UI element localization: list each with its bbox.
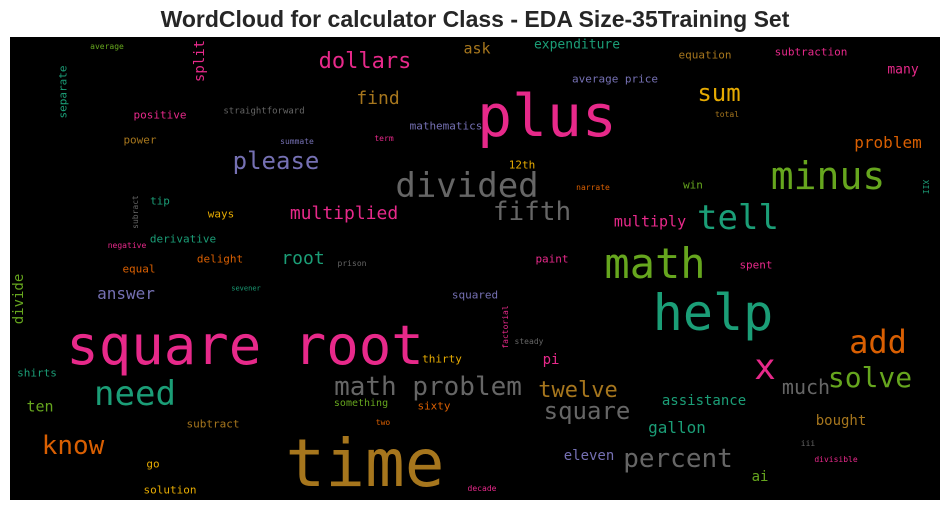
word-divisible: divisible <box>814 455 858 464</box>
word-root: root <box>281 248 325 269</box>
word-thirty: thirty <box>422 352 462 366</box>
word-minus: minus <box>770 154 886 198</box>
wordcloud-canvas: square root time plus help math divided minus m… <box>10 37 940 500</box>
word-steady: steady <box>514 337 544 346</box>
word-average: average <box>90 42 124 51</box>
word-positive: positive <box>133 108 187 122</box>
word-divide: divide <box>11 273 27 325</box>
word-twelve: twelve <box>538 378 618 403</box>
word-much: much <box>781 375 831 399</box>
word-power: power <box>123 133 157 147</box>
word-fifth: fifth <box>492 197 572 227</box>
word-negative: negative <box>107 241 147 250</box>
word-derivative: derivative <box>149 232 217 246</box>
word-delight: delight <box>196 252 244 266</box>
word-math-problem: math problem <box>334 372 522 402</box>
word-separate: separate <box>56 65 70 119</box>
word-solution: solution <box>143 483 197 497</box>
word-equal: equal <box>122 262 156 276</box>
word-tell: tell <box>697 198 779 238</box>
word-assistance: assistance <box>661 393 747 409</box>
word-shirts: shirts <box>17 366 57 380</box>
word-ten: ten <box>26 397 54 416</box>
word-something: something <box>333 398 389 409</box>
word-solve: solve <box>827 361 913 394</box>
word-xii: XII <box>921 179 930 195</box>
word-percent: percent <box>623 444 733 474</box>
word-subract: subract <box>131 195 140 229</box>
word-split: split <box>192 39 208 83</box>
word-term: term <box>374 134 394 143</box>
word-total: total <box>714 110 740 119</box>
word-know: know <box>41 431 105 461</box>
word-12th: 12th <box>508 158 536 172</box>
word-sixty: sixty <box>417 399 451 413</box>
word-problem: problem <box>854 133 922 152</box>
word-plus: plus <box>477 82 617 150</box>
word-time: time <box>285 425 445 500</box>
word-ways: ways <box>207 207 235 221</box>
word-gallon: gallon <box>648 418 706 437</box>
word-go: go <box>146 457 160 471</box>
word-decade: decade <box>467 484 497 493</box>
word-bought: bought <box>815 413 867 429</box>
word-mathematics: mathematics <box>409 119 483 133</box>
word-square: square <box>543 397 631 425</box>
word-spent: spent <box>739 258 773 272</box>
word-two: two <box>375 418 391 427</box>
word-narrate: narrate <box>576 183 610 192</box>
word-ai: ai <box>751 469 769 485</box>
word-need: need <box>94 374 176 414</box>
word-subtract: subtract <box>186 417 240 431</box>
chart-title: WordCloud for calculator Class - EDA Siz… <box>160 6 790 32</box>
word-iii: iii <box>800 439 816 448</box>
word-squared: squared <box>451 288 499 302</box>
word-win: win <box>683 178 703 192</box>
word-please: please <box>232 147 320 175</box>
word-tip: tip <box>150 194 170 208</box>
word-prison: prison <box>337 259 367 268</box>
word-average-price: average price <box>571 72 659 86</box>
word-square-root: square root <box>66 314 424 377</box>
word-pi: pi <box>542 352 560 368</box>
word-sum: sum <box>697 79 741 107</box>
word-sevener: sevener <box>231 284 261 293</box>
word-divided: divided <box>395 166 539 206</box>
word-paint: paint <box>535 252 569 266</box>
word-factorial: factorial <box>501 305 510 349</box>
word-answer: answer <box>97 284 155 303</box>
word-x: x <box>754 347 776 388</box>
word-straightforward: straightforward <box>223 106 305 117</box>
word-help: help <box>652 284 774 342</box>
word-ask: ask <box>463 39 491 58</box>
word-dollars: dollars <box>318 49 412 74</box>
word-multiply: multiply <box>613 212 687 231</box>
word-expenditure: expenditure <box>533 37 621 53</box>
word-summate: summate <box>280 137 314 146</box>
word-find: find <box>356 88 400 109</box>
word-add: add <box>849 323 907 361</box>
word-subtraction: subtraction <box>774 45 848 59</box>
word-math: math <box>604 239 706 288</box>
word-equation: equation <box>678 48 732 62</box>
word-eleven: eleven <box>563 448 615 464</box>
word-multiplied: multiplied <box>289 203 399 224</box>
word-many: many <box>887 62 919 78</box>
